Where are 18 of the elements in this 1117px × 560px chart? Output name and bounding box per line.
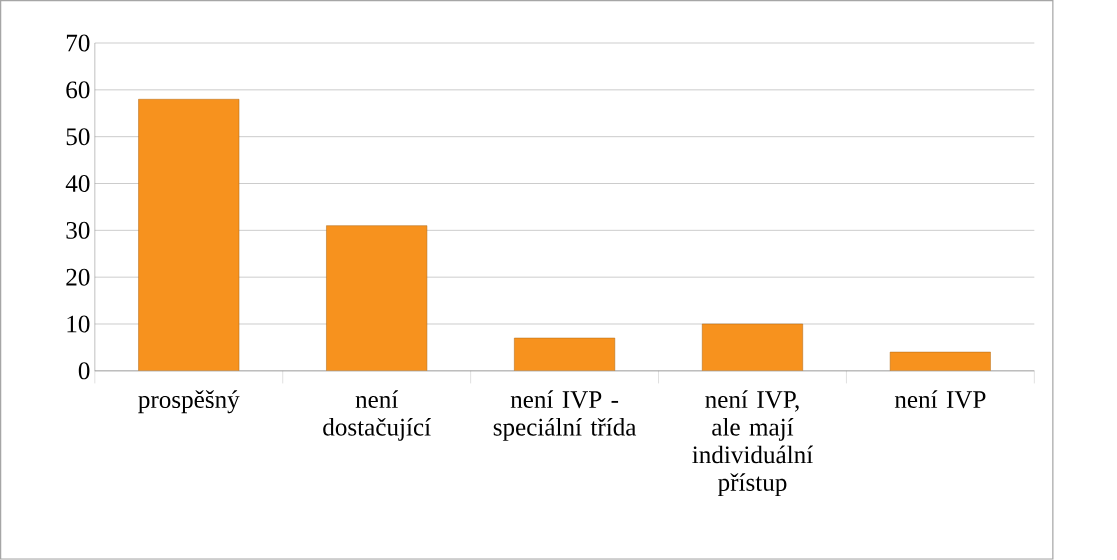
x-tick-label: není IVP <box>894 390 986 409</box>
x-tick-label: není dostačující <box>323 390 431 441</box>
bar <box>138 99 240 371</box>
bar <box>326 225 428 371</box>
x-tick-label: prospěšný <box>138 390 240 414</box>
y-tick-label: 10 <box>67 315 90 333</box>
y-tick-label: 0 <box>78 362 90 380</box>
y-tick-label: 70 <box>66 34 90 52</box>
bar <box>889 351 991 371</box>
x-tick-label: není IVP - speciální třída <box>493 390 637 441</box>
y-tick-label: 30 <box>66 221 90 239</box>
x-tick-label: není IVP, ale mají individuální přístup <box>692 390 813 497</box>
y-tick-label: 20 <box>66 268 90 286</box>
y-tick-label: 40 <box>65 175 90 193</box>
bar <box>701 323 803 371</box>
y-tick-label: 50 <box>66 128 90 146</box>
bar <box>514 337 616 371</box>
y-tick-label: 60 <box>66 81 90 99</box>
